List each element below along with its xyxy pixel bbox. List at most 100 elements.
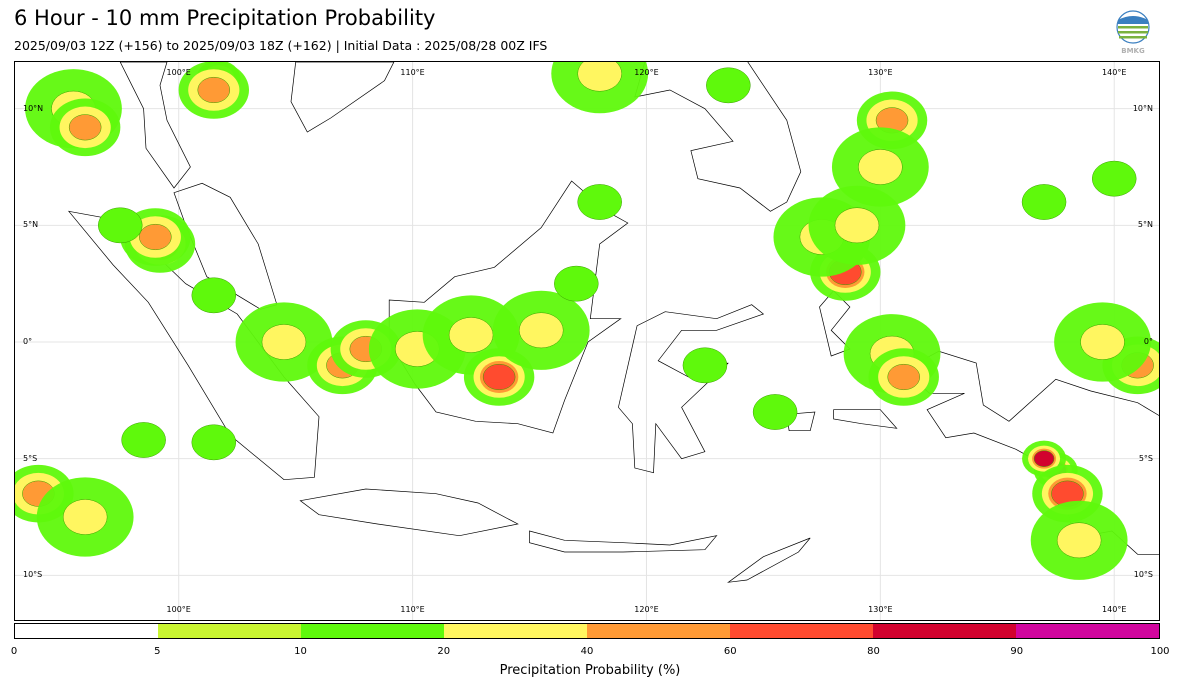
precip-area [682,347,728,384]
precip-core [834,207,880,244]
precip-area [752,394,798,430]
coastline [290,62,395,133]
colorbar-segment [587,624,730,638]
colorbar-segment [730,624,873,638]
precip-core [191,424,237,461]
colorbar-tick-label: 90 [1010,646,1024,657]
coastline [903,350,1159,555]
precip-area [1054,302,1151,382]
colorbar-tick-label: 0 [10,646,18,657]
precip-core [1056,522,1102,559]
colorbar-tick-label: 80 [867,646,880,657]
lat-tick-label-left: 0° [23,337,33,346]
lat-tick-label-left: 5°S [23,453,38,463]
precip-core [554,265,599,302]
precip-core [68,114,102,141]
coastline [67,210,320,481]
precip-area [706,67,751,104]
colorbar-segment [158,624,301,638]
colorbar-segment [301,624,444,638]
lat-tick-label-right: 5°S [1138,453,1153,463]
chart-subtitle: 2025/09/03 12Z (+156) to 2025/09/03 18Z … [14,38,548,53]
precip-core [887,363,920,391]
lon-tick-label-top: 120°E [634,68,659,77]
bmkg-logo: BMKG [1116,10,1150,55]
coastline [299,488,519,537]
lon-tick-label-bottom: 110°E [400,605,425,614]
precip-area [97,207,143,244]
svg-text:BMKG: BMKG [1121,47,1145,55]
precip-area [808,185,906,265]
precip-core [1021,184,1067,220]
colorbar-tick-label: 40 [580,646,594,657]
coastline [634,62,802,212]
lat-tick-label-right: 0° [1143,337,1153,346]
precip-area [49,98,121,157]
precip-area [1021,184,1067,220]
colorbar-tick-label: 20 [437,646,451,657]
coastline [727,537,811,583]
precip-core [261,324,307,360]
precip-core [1080,324,1125,360]
coastline [119,62,191,189]
coastline [833,409,898,429]
coastline [618,304,765,474]
coastline [388,180,629,434]
precip-core [448,317,494,353]
lon-tick-label-top: 140°E [1102,68,1127,77]
colorbar [14,623,1160,639]
map-canvas [15,62,1159,620]
precip-area [577,184,622,220]
lat-tick-label-left: 5°N [23,220,39,230]
lon-tick-label-top: 130°E [868,68,893,77]
precip-area [554,265,599,302]
precip-area [492,290,590,370]
precip-core [197,76,231,104]
lon-tick-label-bottom: 120°E [634,605,659,614]
precip-core [518,312,564,349]
colorbar-tick-label: 100 [1150,646,1170,657]
precip-area [551,62,649,114]
colorbar-segment [1016,624,1159,638]
colorbar-label: Precipitation Probability (%) [499,663,681,678]
precip-core [121,422,166,458]
precip-core [1091,160,1137,197]
precip-core [682,347,728,384]
precip-area [36,477,134,557]
precip-area [178,62,249,119]
lon-tick-label-bottom: 140°E [1102,605,1127,614]
precip-core [1033,450,1055,467]
chart-title: 6 Hour - 10 mm Precipitation Probability [14,6,436,30]
precip-area [121,422,166,458]
precip-core [191,277,237,314]
lon-tick-label-bottom: 130°E [868,605,893,614]
lat-tick-label-right: 5°N [1137,220,1153,230]
precip-area [191,424,237,461]
lon-tick-label-top: 100°E [166,68,191,77]
lat-tick-label-right: 10°S [1133,570,1153,580]
colorbar-tick-label: 60 [723,646,737,657]
colorbar-segment [444,624,587,638]
colorbar-segment [873,624,1016,638]
precip-area [868,348,939,406]
coastline [529,530,718,553]
precip-core [752,394,798,430]
precip-core [577,62,622,92]
precip-area [1030,500,1128,580]
lon-tick-label-top: 110°E [400,68,425,77]
precip-core [858,149,903,185]
colorbar-tick-label: 5 [154,646,161,657]
precip-area [1022,440,1067,477]
lat-tick-label-left: 10°N [23,103,44,113]
precip-core [482,363,516,391]
precip-area [1091,160,1137,197]
map-panel: 100°E 100°E 110°E 110°E 120°E 120°E 130°E 130°E… [14,61,1160,621]
colorbar-segment [15,624,158,638]
precip-core [62,499,108,535]
colorbar-tick-label: 10 [294,646,307,657]
lat-tick-label-right: 10°N [1132,103,1153,113]
lat-tick-label-left: 10°S [23,570,43,580]
lon-tick-label-bottom: 100°E [166,605,191,614]
precip-area [191,277,237,314]
precip-core [706,67,751,104]
